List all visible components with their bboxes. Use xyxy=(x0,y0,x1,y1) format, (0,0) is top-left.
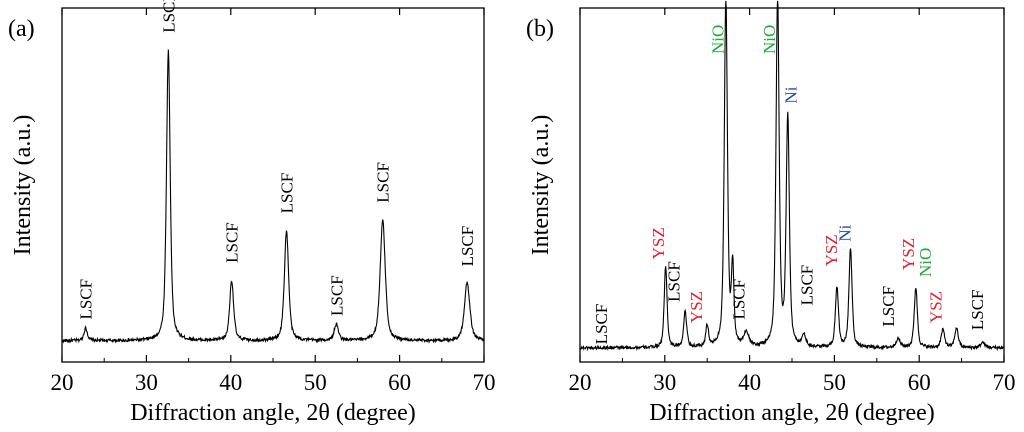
x-tick-label: 30 xyxy=(653,370,676,395)
x-tick-label: 70 xyxy=(993,370,1016,395)
peak-label: LSCF xyxy=(797,265,816,306)
x-axis-label-main: Diffraction angle, 2 xyxy=(130,400,318,426)
panel-label: (b) xyxy=(526,16,554,42)
x-tick-label: 20 xyxy=(569,370,592,395)
x-tick-label: 20 xyxy=(51,370,74,395)
peak-label: YSZ xyxy=(822,234,841,266)
peak-label: YSZ xyxy=(687,291,706,323)
peak-label: LSCF xyxy=(159,0,178,33)
peak-label: LSCF xyxy=(77,279,96,320)
peak-label: LSCF xyxy=(374,162,393,203)
peak-label: YSZ xyxy=(649,227,668,259)
x-tick-label: 30 xyxy=(135,370,158,395)
xrd-trace xyxy=(61,49,485,344)
x-axis-label-unit: (degree) xyxy=(849,400,935,426)
x-axis-label: Diffraction angle, 2θ (degree) xyxy=(649,400,935,426)
x-tick-label: 60 xyxy=(908,370,931,395)
x-axis-label-theta: θ xyxy=(318,400,330,426)
chart-panel-a: 20 30 40 50 60 70 Diffraction angle, 2θ (degre… xyxy=(8,0,496,426)
peak-label: NiO xyxy=(760,25,779,54)
x-tick-label: 60 xyxy=(388,370,411,395)
x-axis-label-unit: (degree) xyxy=(330,400,416,426)
x-tick-label: 70 xyxy=(473,370,496,395)
peak-label: NiO xyxy=(916,248,935,277)
x-tick-label: 40 xyxy=(738,370,761,395)
chart-panel-b: 20 30 40 50 60 70 Diffraction angle, 2θ (degre… xyxy=(526,0,1016,426)
peak-label: Ni xyxy=(781,86,800,103)
peak-label: LSCF xyxy=(664,261,683,302)
peak-label: LSCF xyxy=(968,289,987,330)
peak-label: Ni xyxy=(836,224,855,241)
y-axis-label: Intensity (a.u.) xyxy=(10,115,36,256)
peak-label: LSCF xyxy=(278,173,297,214)
peak-label: LSCF xyxy=(592,304,611,345)
xrd-trace xyxy=(579,0,1005,352)
x-tick-label: 40 xyxy=(219,370,242,395)
x-axis-label: Diffraction angle, 2θ (degree) xyxy=(130,400,416,426)
peak-label: LSCF xyxy=(879,286,898,327)
peak-label: YSZ xyxy=(899,238,918,270)
peak-label: YSZ xyxy=(926,291,945,323)
y-axis-label: Intensity (a.u.) xyxy=(528,115,554,256)
panel-label: (a) xyxy=(8,16,35,42)
peak-label: NiO xyxy=(708,25,727,54)
plot-frame xyxy=(61,7,485,363)
x-axis-label-main: Diffraction angle, 2 xyxy=(649,400,837,426)
peak-label: LSCF xyxy=(327,275,346,316)
peak-label: LSCF xyxy=(730,279,749,320)
peak-label: LSCF xyxy=(223,222,242,263)
x-tick-label: 50 xyxy=(823,370,846,395)
x-tick-label: 50 xyxy=(304,370,327,395)
x-axis-label-theta: θ xyxy=(837,400,849,426)
peak-label: LSCF xyxy=(458,226,477,267)
